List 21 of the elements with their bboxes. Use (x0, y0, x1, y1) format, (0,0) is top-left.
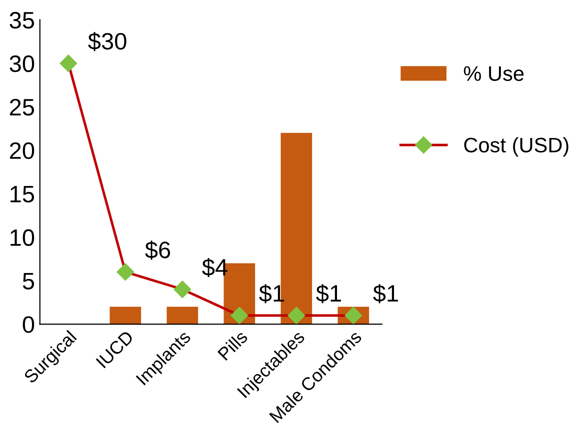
point (344, 306, 362, 324)
y-tick-label: 15 (10, 186, 34, 203)
point (116, 263, 134, 281)
point (60, 54, 77, 72)
y-tick-label: 20 (10, 142, 34, 160)
point (230, 306, 248, 324)
y-tick-label: 35 (10, 12, 34, 29)
y-tick-label: 5 (22, 272, 34, 290)
point (174, 280, 191, 298)
point (288, 306, 305, 324)
legend-label: % Use (464, 66, 524, 81)
bar (166, 306, 198, 324)
data-label: $1 (373, 284, 398, 304)
legend-label: Cost (USD) (464, 137, 568, 157)
data-label: $1 (316, 284, 341, 304)
y-tick-label: 25 (10, 98, 34, 116)
data-label: $30 (88, 32, 126, 52)
data-label: $6 (145, 240, 170, 260)
y-tick-label: 30 (10, 55, 34, 72)
bar (110, 306, 142, 324)
y-tick-label: 10 (10, 229, 34, 246)
